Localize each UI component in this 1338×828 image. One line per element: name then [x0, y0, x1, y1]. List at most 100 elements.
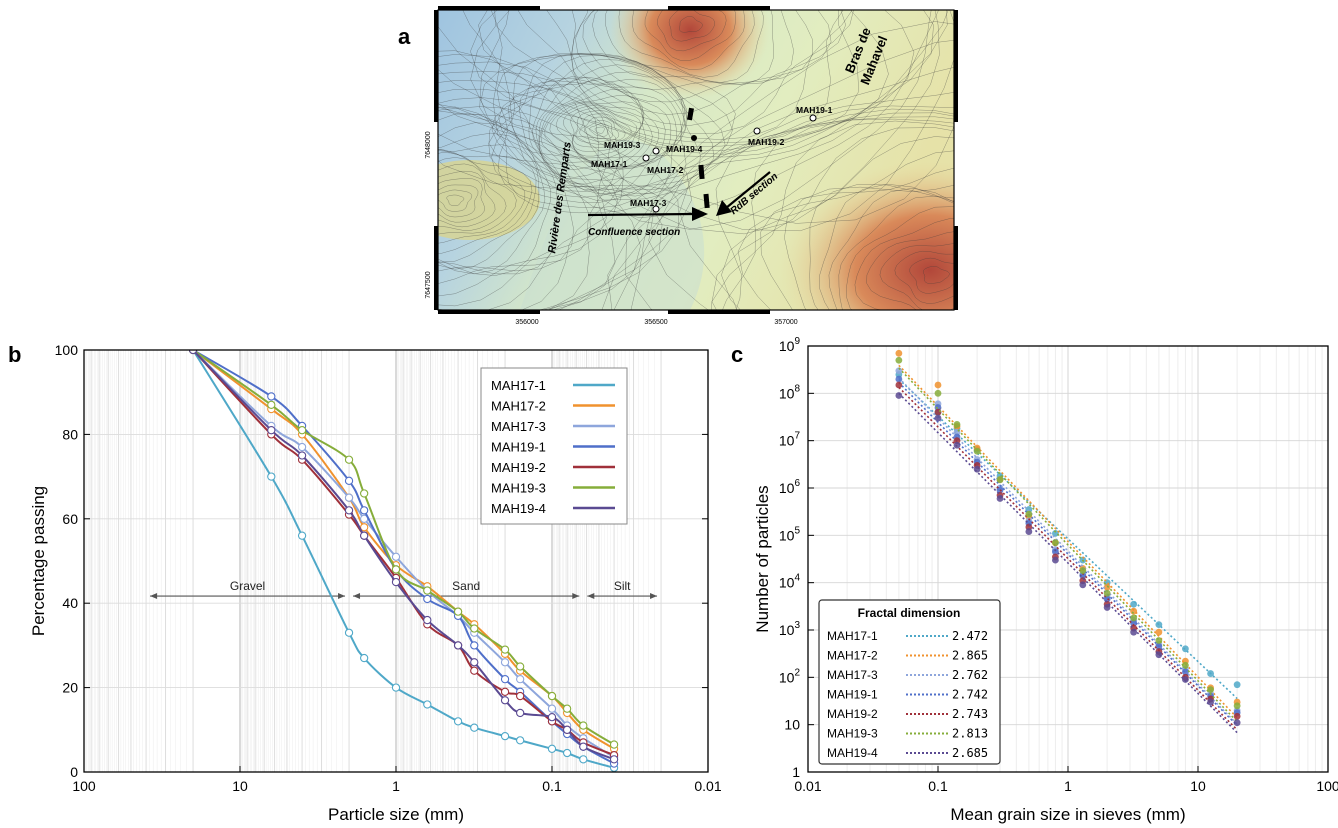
chart-c-data-point [996, 495, 1004, 502]
chart-b-data-point [609, 755, 619, 764]
chart-c-y-tick-label: 102 [779, 667, 801, 685]
map-riverbed [520, 139, 705, 310]
map-y-tick: 7647500 [425, 271, 432, 298]
chart-b-series [188, 350, 619, 772]
site-label-mah17-1: MAH17-1 [591, 159, 628, 169]
chart-b-legend-entry: MAH17-1 [491, 378, 546, 393]
map-y-tick: 7648000 [425, 131, 432, 158]
chart-b-data-point [500, 658, 510, 667]
chart-c-data-point [1079, 572, 1087, 580]
panel-label-b: b [8, 342, 21, 367]
map-contour-line [438, 144, 540, 270]
chart-c-data-point [1233, 702, 1241, 710]
chart-b-data-point [547, 744, 557, 753]
map-contour-line [438, 97, 624, 310]
map-contour-line [923, 266, 950, 284]
map-contour-line [438, 10, 939, 219]
site-marker [691, 135, 697, 141]
map-contour-line [828, 187, 954, 310]
chart-c-data-point [1025, 528, 1033, 535]
map-contour-line [644, 10, 736, 61]
map-contour-line [838, 195, 954, 310]
site-label-mah17-2: MAH17-2 [647, 165, 684, 175]
chart-c-legend-fractal-value: 2.762 [952, 668, 988, 682]
map-contour-line [571, 10, 832, 115]
map-contour-line [607, 92, 954, 310]
chart-b-data-point [297, 531, 307, 540]
chart-b-data-point [453, 717, 463, 726]
chart-b-legend-entry: MAH17-2 [491, 399, 546, 414]
chart-c-legend-fractal-value: 2.813 [952, 727, 988, 741]
map-contour-line [583, 120, 614, 140]
chart-c-x-tick-label: 100 [1316, 778, 1338, 794]
chart-c-data-point [1130, 600, 1138, 608]
chart-c-data-point [1079, 581, 1087, 589]
map-x-ticks: 356000 356500 357000 [515, 319, 797, 326]
chart-c-y-axis-label: Number of particles [753, 485, 772, 632]
site-label-mah17-3: MAH17-3 [630, 198, 667, 208]
chart-c-y-tick-label: 106 [779, 478, 801, 496]
confluence-arrow-head [692, 207, 708, 221]
chart-b-data-point [470, 666, 479, 675]
chart-b-y-tick-label: 40 [62, 595, 78, 611]
site-label-mah19-2: MAH19-2 [748, 137, 785, 147]
map-panel [438, 10, 954, 310]
map-contour-line [721, 136, 954, 310]
map-contour-line [819, 183, 954, 310]
chart-c-data-point [1182, 676, 1189, 683]
chart-c-legend-fractal-value: 2.685 [952, 746, 988, 760]
chart-c-data-point [934, 408, 942, 416]
chart-b-legend-entry: MAH19-2 [491, 460, 546, 475]
section-marker [703, 193, 710, 209]
chart-b-data-point [423, 615, 432, 625]
map-contour-line [555, 103, 644, 162]
chart-c-data-point [1130, 619, 1138, 627]
map-contour-line [630, 21, 954, 310]
map-contour-line [809, 184, 954, 310]
chart-b-data-point [344, 476, 354, 485]
chart-c-legend-fractal-value: 2.472 [952, 629, 988, 643]
chart-c-legend: Fractal dimension MAH17-1 2.472 MAH17-2 2.86… [818, 599, 1001, 765]
chart-c-data-point [1052, 529, 1059, 537]
map-contour-line [438, 10, 940, 235]
rdb-arrow-head [716, 200, 732, 216]
chart-c-y-tick-label: 107 [779, 431, 801, 449]
map-contour-line [438, 10, 932, 230]
chart-b-data-point [547, 704, 557, 713]
chart-b-data-point [297, 426, 307, 435]
chart-c-data-point [1182, 661, 1189, 669]
chart-b-data-point [500, 696, 510, 705]
map-contour-line [528, 77, 683, 190]
chart-b-x-tick-label: 100 [72, 778, 96, 794]
map-relief-west [438, 160, 540, 240]
map-frame-ticks [434, 6, 958, 314]
site-marker [642, 154, 650, 162]
chart-c-data-point [953, 441, 961, 449]
chart-c-data-point [1207, 686, 1214, 694]
chart-b-data-point [500, 645, 510, 654]
map-contour-line [579, 116, 620, 142]
chart-b-data-point [188, 350, 198, 355]
chart-b-data-point [500, 675, 510, 684]
map-contour-line [571, 10, 846, 126]
map-contour-line [491, 53, 726, 203]
map-contour-line [711, 127, 954, 310]
map-contour-line [438, 184, 479, 218]
map-contour-line [575, 10, 813, 103]
panel-label-a: a [398, 24, 411, 49]
map-contour-line [546, 10, 854, 134]
map-contour-line [470, 10, 915, 155]
map-contour-line [438, 104, 591, 284]
chart-b-data-point [516, 736, 525, 745]
map-contour-line [648, 108, 954, 310]
map-contour-line [668, 10, 716, 42]
map-contour-line [438, 54, 680, 310]
map-contour-line [618, 10, 755, 78]
map-contour-line [613, 40, 954, 310]
chart-c-x-tick-label: 0.01 [794, 778, 821, 794]
chart-c-legend-title: Fractal dimension [858, 606, 961, 620]
chart-b-y-axis-label: Percentage passing [29, 486, 48, 636]
chart-c-ticks: 0.01 0.1 1 10 100 1 10 102 103 104 105 106 107 108 109 [779, 336, 1338, 794]
chart-b-data-point [360, 489, 369, 498]
map-contour-line [438, 61, 663, 310]
